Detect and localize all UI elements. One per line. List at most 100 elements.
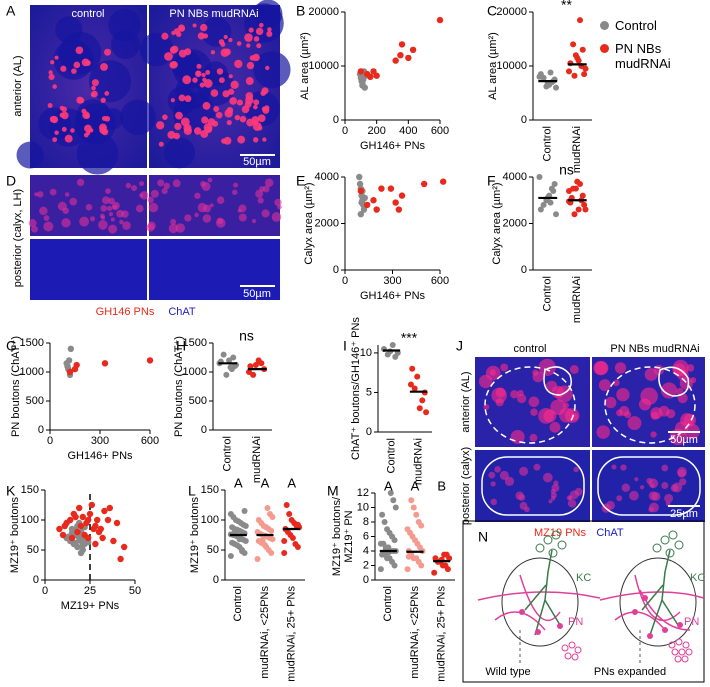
cell <box>218 77 225 84</box>
cell <box>594 361 609 376</box>
cell <box>169 61 177 69</box>
y-tick-label: 4000 <box>315 171 339 183</box>
y-axis-label: PN boutons (ChAT⁺) <box>10 336 22 437</box>
cell <box>192 77 198 83</box>
cell <box>161 187 168 195</box>
cell <box>488 471 496 479</box>
cell <box>101 196 110 205</box>
cell <box>52 137 58 143</box>
data-point <box>441 551 448 558</box>
cell <box>237 208 242 213</box>
data-point <box>414 373 421 380</box>
cell <box>489 369 496 376</box>
data-point <box>358 199 365 206</box>
cell <box>199 82 205 88</box>
cell <box>139 32 174 67</box>
data-point <box>61 522 68 530</box>
cell <box>253 51 291 89</box>
channel-label: ChAT <box>596 527 624 539</box>
cell <box>262 137 267 142</box>
cell <box>558 407 574 423</box>
data-point <box>367 73 374 81</box>
cell <box>110 217 115 222</box>
significance: *** <box>401 330 418 346</box>
row-label: posterior (calyx) <box>460 447 472 525</box>
y-tick-label: 2000 <box>315 217 339 229</box>
cell <box>244 3 284 43</box>
x-tick-label: mudRNAi <box>571 126 583 173</box>
y-tick-label: 100 <box>21 514 39 526</box>
legend-label: PN NBs mudRNAi <box>615 41 671 71</box>
cell <box>650 483 655 488</box>
cell <box>57 201 67 211</box>
cell <box>119 219 124 225</box>
cell <box>246 43 251 48</box>
cell <box>538 407 554 424</box>
data-point <box>415 519 422 525</box>
x-axis-label: GH146+ PNs <box>360 290 426 302</box>
cell <box>98 220 108 230</box>
cell <box>516 393 527 404</box>
cell <box>163 182 170 190</box>
cell <box>91 79 99 87</box>
x-tick-label: mudRNAi <box>251 436 263 483</box>
cell <box>197 32 205 40</box>
cell <box>646 477 653 485</box>
cell <box>504 476 515 486</box>
cell <box>79 216 90 227</box>
data-point <box>574 54 581 61</box>
cell <box>43 221 54 232</box>
cell <box>158 141 164 147</box>
data-point <box>71 365 79 373</box>
cell <box>182 75 192 85</box>
significance: ** <box>561 0 572 13</box>
panel-label: H <box>176 338 186 354</box>
row-label: anterior (AL) <box>12 55 24 116</box>
y-axis-label: MZ19⁺ boutons <box>189 496 201 573</box>
cell <box>619 405 630 417</box>
cell <box>616 387 630 402</box>
cell <box>234 114 241 121</box>
cell <box>52 84 57 89</box>
data-point <box>387 490 394 496</box>
cell <box>164 137 196 169</box>
group-letter: A <box>411 478 420 493</box>
cell <box>31 225 38 233</box>
y-tick-label: 5 <box>366 386 372 398</box>
data-point <box>288 517 295 523</box>
data-point <box>104 516 112 524</box>
cell <box>271 212 282 222</box>
data-point <box>86 510 94 518</box>
image <box>149 239 280 300</box>
channel-label: GH146 PNs <box>96 306 155 318</box>
cell <box>148 202 159 213</box>
cell <box>101 128 109 136</box>
cell <box>252 120 258 126</box>
data-point <box>363 201 371 209</box>
data-point <box>570 41 577 48</box>
data-point <box>85 516 92 524</box>
cell <box>605 396 617 409</box>
data-point <box>395 206 403 213</box>
cell <box>255 189 264 198</box>
data-point <box>254 529 261 535</box>
data-point <box>74 528 81 536</box>
panel-label: K <box>6 483 16 499</box>
cell <box>255 27 264 36</box>
data-point <box>255 357 262 364</box>
cell <box>47 103 53 108</box>
cell <box>265 65 270 71</box>
cell <box>221 138 227 144</box>
cell <box>193 127 202 135</box>
x-axis-label: GH146+ PNs <box>67 450 133 462</box>
x-tick-label: 300 <box>383 275 401 287</box>
data-point <box>229 539 236 546</box>
data-point <box>373 72 380 79</box>
cell <box>677 466 687 477</box>
x-tick-label: 0 <box>47 435 53 447</box>
data-point <box>577 17 584 24</box>
cell <box>150 189 159 198</box>
x-tick-label: 0 <box>342 275 348 287</box>
cell <box>676 387 684 396</box>
cell <box>220 41 226 47</box>
